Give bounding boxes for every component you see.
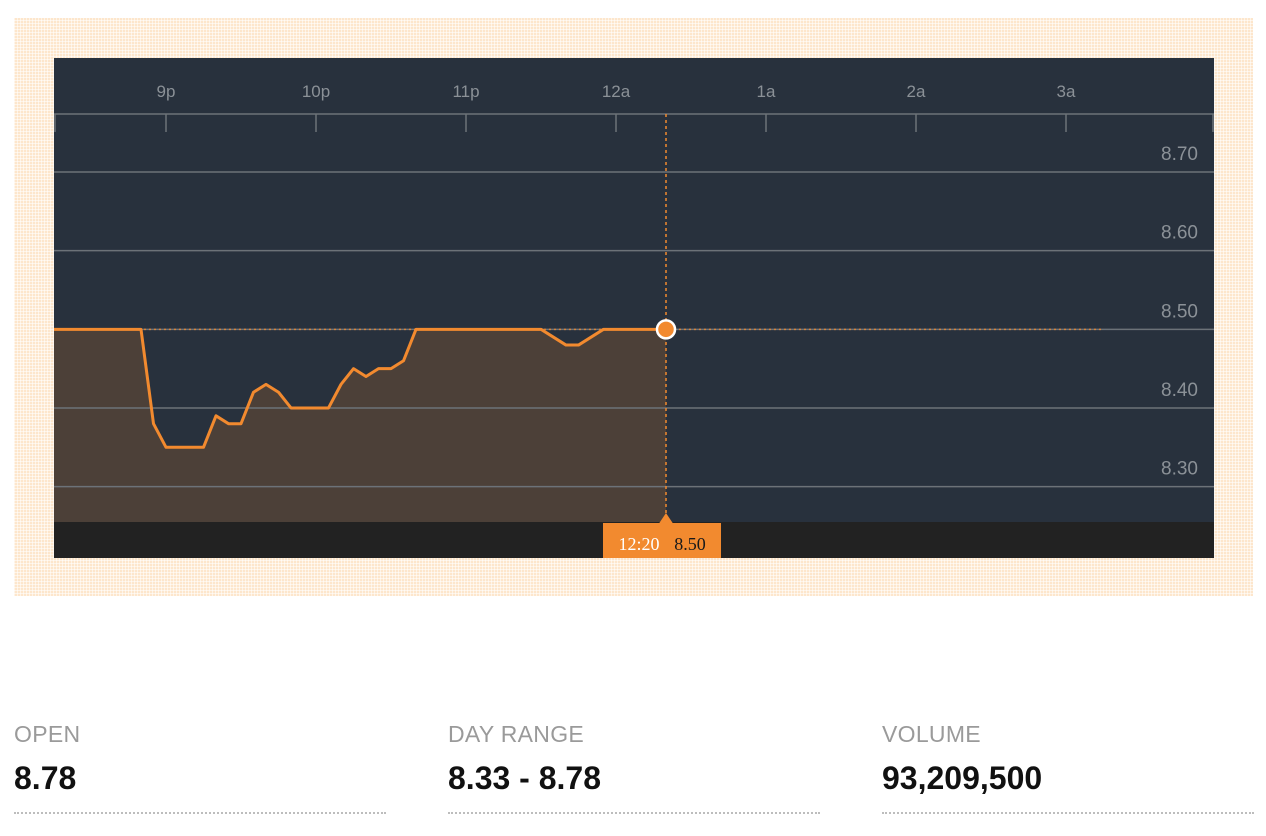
stats-row: OPEN 8.78 DAY RANGE 8.33 - 8.78 VOLUME 9… <box>14 716 1254 816</box>
y-tick-label: 8.50 <box>1161 301 1198 322</box>
x-tick-label: 9p <box>157 82 176 101</box>
x-tick-label: 12a <box>602 82 631 101</box>
stat-open: OPEN 8.78 <box>14 716 386 814</box>
x-tick-label: 10p <box>302 82 330 101</box>
tooltip-value: 8.50 <box>674 534 706 554</box>
stat-day-range-label: DAY RANGE <box>448 721 585 747</box>
price-area <box>54 329 666 522</box>
stat-volume-value: 93,209,500 <box>882 760 1043 796</box>
stat-day-range: DAY RANGE 8.33 - 8.78 <box>448 716 820 814</box>
x-tick-label: 1a <box>757 82 776 101</box>
stat-day-range-value: 8.33 - 8.78 <box>448 760 601 796</box>
stat-volume: VOLUME 93,209,500 <box>882 716 1254 814</box>
y-tick-label: 8.30 <box>1161 459 1198 480</box>
crosshair-point <box>655 319 677 340</box>
stat-open-value: 8.78 <box>14 760 77 796</box>
tooltip-pointer <box>658 513 674 525</box>
y-tick-label: 8.70 <box>1161 144 1198 165</box>
price-chart[interactable]: 9p 10p 11p 12a 1a 2a 3a 8.70 8.60 8.50 8.40 8.30 12:… <box>54 58 1214 558</box>
y-tick-label: 8.40 <box>1161 380 1198 401</box>
y-tick-label: 8.60 <box>1161 223 1198 244</box>
x-tick-label: 11p <box>452 82 479 101</box>
x-tick-label: 2a <box>907 82 926 101</box>
stat-volume-label: VOLUME <box>882 721 981 747</box>
crosshair-tooltip <box>603 523 721 558</box>
tooltip-time: 12:20 <box>618 534 659 554</box>
stat-open-label: OPEN <box>14 721 81 747</box>
chart-frame: 9p 10p 11p 12a 1a 2a 3a 8.70 8.60 8.50 8.40 8.30 12:… <box>14 18 1253 596</box>
price-line <box>54 327 668 449</box>
x-tick-label: 3a <box>1057 82 1076 101</box>
